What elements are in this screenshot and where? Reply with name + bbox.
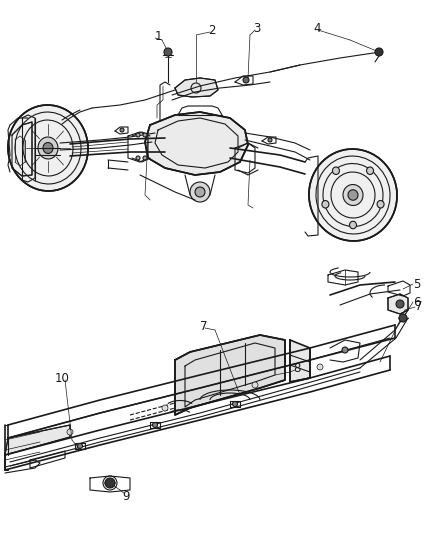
Text: 2: 2 [208, 23, 215, 36]
Circle shape [78, 443, 82, 448]
Ellipse shape [350, 221, 357, 229]
Circle shape [252, 382, 258, 388]
Polygon shape [145, 112, 248, 175]
Text: 5: 5 [413, 278, 420, 290]
Text: 8: 8 [293, 361, 300, 375]
Circle shape [233, 401, 237, 407]
Circle shape [342, 347, 348, 353]
Circle shape [143, 156, 147, 160]
Polygon shape [388, 294, 408, 314]
Text: 1: 1 [155, 29, 162, 43]
Text: 7: 7 [415, 301, 423, 313]
Text: 4: 4 [313, 21, 321, 35]
Circle shape [399, 314, 407, 322]
Circle shape [190, 182, 210, 202]
Polygon shape [12, 122, 32, 176]
Text: 7: 7 [200, 320, 208, 334]
Circle shape [136, 133, 140, 137]
Ellipse shape [343, 184, 363, 206]
Circle shape [152, 423, 158, 427]
Ellipse shape [332, 167, 339, 174]
Circle shape [396, 300, 404, 308]
Circle shape [243, 77, 249, 83]
Circle shape [162, 405, 168, 411]
Polygon shape [175, 335, 285, 415]
Ellipse shape [8, 105, 88, 191]
Text: 6: 6 [413, 295, 420, 309]
Text: 10: 10 [55, 372, 70, 384]
Polygon shape [290, 340, 310, 382]
Circle shape [136, 156, 140, 160]
Text: 9: 9 [122, 489, 130, 503]
Ellipse shape [38, 137, 58, 159]
Text: 3: 3 [253, 21, 260, 35]
Ellipse shape [43, 142, 53, 154]
Ellipse shape [322, 200, 329, 208]
Circle shape [67, 429, 73, 435]
Polygon shape [175, 78, 218, 97]
Circle shape [268, 138, 272, 142]
Circle shape [120, 128, 124, 132]
Circle shape [143, 133, 147, 137]
Circle shape [375, 48, 383, 56]
Ellipse shape [377, 200, 384, 208]
Circle shape [317, 364, 323, 370]
Ellipse shape [309, 149, 397, 241]
Ellipse shape [367, 167, 374, 174]
Circle shape [105, 478, 115, 488]
Circle shape [195, 187, 205, 197]
Circle shape [164, 48, 172, 56]
Ellipse shape [348, 190, 358, 200]
Polygon shape [5, 425, 70, 455]
